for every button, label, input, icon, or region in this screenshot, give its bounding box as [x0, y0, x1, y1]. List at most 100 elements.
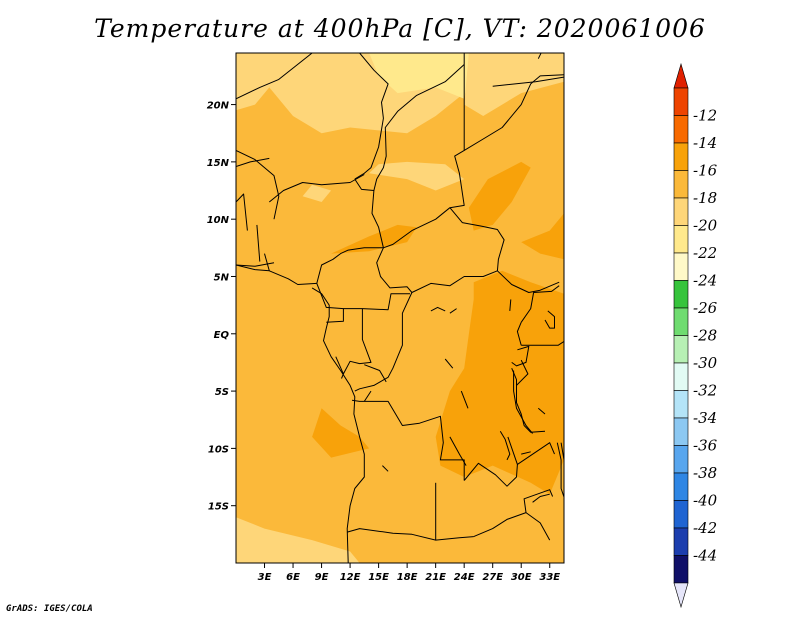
boundary-line-48 — [335, 356, 344, 375]
lat-tick-label: 15S — [208, 502, 229, 513]
temperature-region-9 — [312, 408, 370, 458]
colorbar-label: -40 — [693, 492, 718, 510]
boundary-line-38 — [556, 442, 564, 499]
temperature-region-2 — [369, 53, 469, 99]
boundary-line-46 — [364, 364, 387, 383]
colorbar-label: -16 — [693, 162, 718, 180]
lon-tick-label: 21E — [425, 572, 446, 583]
boundary-line-0 — [236, 53, 313, 100]
colorbar-swatch — [673, 555, 689, 584]
colorbar-label: -18 — [693, 189, 717, 207]
colorbar-swatch — [673, 335, 689, 364]
colorbar-label: -42 — [693, 519, 717, 537]
temperature-region-0 — [236, 53, 274, 111]
colorbar-label: -14 — [693, 134, 717, 152]
colorbar-swatch — [673, 142, 689, 171]
colorbar-swatch — [673, 197, 689, 226]
boundary-line-53 — [382, 465, 389, 472]
boundary-line-15 — [383, 53, 465, 249]
boundary-line-50 — [449, 436, 467, 466]
boundary-line-29 — [521, 340, 564, 346]
colorbar-label: -44 — [693, 547, 717, 565]
lon-tick-label: 24E — [454, 572, 475, 583]
boundary-line-2 — [236, 149, 280, 220]
colorbar: -12 -14 -16 -18 -20 -22 -24 -26 -28 -30 -32 -34 -36 -… — [673, 62, 718, 609]
colorbar-swatch — [673, 280, 689, 309]
colorbar-label: -12 — [693, 107, 717, 125]
boundary-line-10 — [354, 178, 384, 248]
lat-tick-label: 10S — [208, 444, 229, 455]
colorbar-swatch — [673, 362, 689, 391]
temperature-region-11 — [521, 213, 564, 260]
lat-tick-label: 5S — [215, 387, 229, 398]
temperature-region-3 — [464, 53, 564, 116]
lon-tick-label: 9E — [315, 572, 329, 583]
colorbar-top-cap — [673, 62, 689, 89]
colorbar-swatch — [673, 170, 689, 199]
lon-tick-label: 15E — [368, 572, 389, 583]
boundary-line-19 — [354, 292, 413, 392]
lon-tick-label: 3E — [258, 572, 272, 583]
colorbar-label: -26 — [693, 299, 718, 317]
boundary-line-51 — [444, 358, 454, 369]
boundary-line-3 — [236, 157, 270, 167]
colorbar-label: -24 — [693, 272, 717, 290]
temperature-region-5 — [302, 184, 332, 202]
boundary-line-27 — [517, 442, 555, 465]
boundary-line-28 — [525, 512, 551, 541]
country-boundaries-layer — [236, 53, 564, 563]
boundary-line-54 — [521, 451, 531, 455]
boundary-line-41 — [460, 390, 469, 409]
colorbar-swatch — [673, 115, 689, 144]
boundary-line-44 — [537, 53, 542, 59]
boundary-line-9 — [268, 174, 365, 203]
lon-tick-label: 12E — [340, 572, 361, 583]
boundary-line-11 — [316, 247, 384, 284]
colorbar-swatch — [673, 225, 689, 254]
colorbar-label: -20 — [693, 217, 718, 235]
colorbar-swatch — [673, 307, 689, 336]
colorbar-swatch — [673, 417, 689, 446]
colorbar-swatch — [673, 390, 689, 419]
boundary-line-40 — [499, 430, 511, 461]
lon-tick-label: 27E — [482, 572, 503, 583]
boundary-line-31 — [516, 359, 529, 386]
boundary-line-34 — [511, 368, 546, 433]
boundary-line-36 — [544, 310, 555, 329]
boundary-line-17 — [449, 207, 560, 293]
lon-tick-label: 18E — [397, 572, 418, 583]
colorbar-label: -30 — [693, 354, 718, 372]
boundary-line-7 — [236, 262, 275, 267]
boundary-line-37 — [560, 442, 564, 472]
colorbar-label: -28 — [693, 327, 717, 345]
boundary-line-47 — [363, 390, 372, 402]
boundary-line-52 — [509, 299, 512, 311]
temperature-region-6 — [236, 517, 360, 563]
colorbar-swatch — [673, 87, 689, 116]
lon-tick-label: 33E — [539, 572, 560, 583]
boundary-line-43 — [449, 308, 457, 314]
boundary-line-6 — [264, 253, 270, 271]
map-frame — [235, 52, 565, 564]
lat-tick-label: EQ — [214, 330, 230, 341]
colorbar-label: -34 — [693, 409, 717, 427]
lat-tick-label: 20N — [207, 101, 230, 112]
colorbar-swatch — [673, 500, 689, 529]
colorbar-label: -32 — [693, 382, 717, 400]
boundary-line-49 — [311, 287, 365, 563]
temperature-region-4 — [369, 161, 465, 191]
lat-tick-label: 15N — [207, 158, 230, 169]
grads-credit: GrADS: IGES/COLA — [6, 604, 93, 614]
boundary-line-55 — [537, 407, 546, 415]
boundary-line-1 — [354, 53, 389, 180]
temperature-region-7 — [468, 161, 531, 231]
lat-tick-label: 10N — [207, 215, 230, 226]
boundary-line-45 — [492, 76, 564, 87]
colorbar-bottom-cap — [673, 582, 689, 609]
boundary-line-5 — [256, 224, 261, 262]
boundary-line-32 — [520, 285, 560, 323]
boundary-line-35 — [513, 370, 533, 434]
boundary-line-39 — [532, 493, 550, 503]
colorbar-swatch — [673, 445, 689, 474]
boundary-line-33 — [516, 322, 522, 346]
